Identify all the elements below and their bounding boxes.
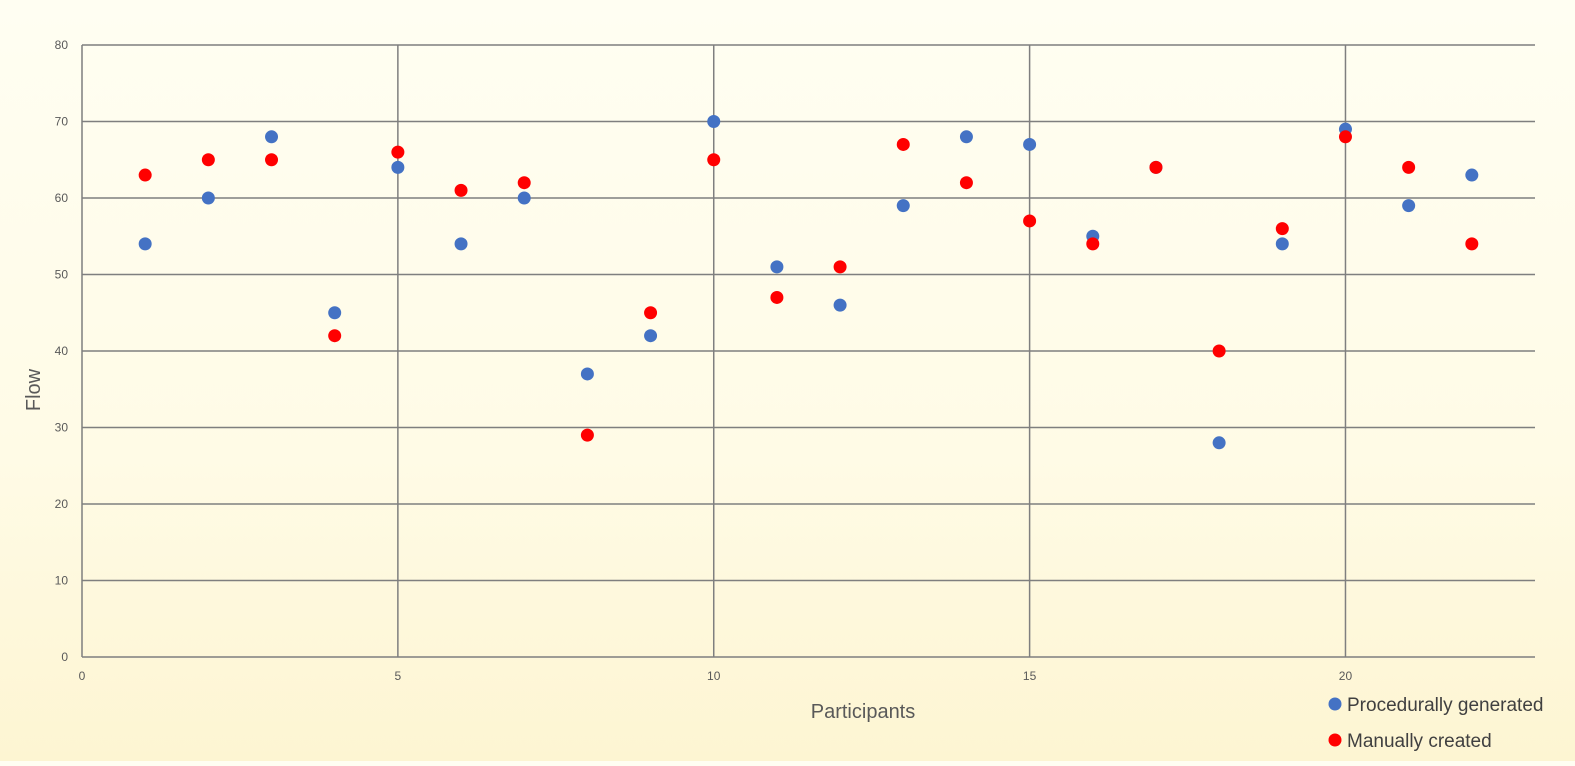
data-point xyxy=(1275,237,1289,251)
legend: Procedurally generated Manually created xyxy=(1328,695,1543,752)
data-point xyxy=(265,130,279,144)
x-tick-label: 15 xyxy=(1023,669,1037,683)
data-point xyxy=(391,160,405,174)
data-point xyxy=(1023,137,1037,151)
data-point xyxy=(1149,160,1163,174)
data-point xyxy=(1402,199,1416,213)
data-point xyxy=(454,237,468,251)
data-point xyxy=(517,176,531,190)
data-point xyxy=(517,191,531,205)
x-tick-label: 20 xyxy=(1339,669,1353,683)
legend-marker-procedurally-generated xyxy=(1328,697,1342,711)
y-tick-label: 70 xyxy=(55,115,69,129)
data-point xyxy=(201,153,215,167)
x-tick-label: 5 xyxy=(395,669,402,683)
y-tick-label: 60 xyxy=(55,191,69,205)
data-point xyxy=(896,137,910,151)
data-point xyxy=(391,145,405,159)
legend-item-procedurally-generated: Procedurally generated xyxy=(1328,695,1543,716)
y-tick-label: 50 xyxy=(55,268,69,282)
data-points xyxy=(138,115,1479,450)
x-tick-label: 0 xyxy=(79,669,86,683)
y-tick-label: 20 xyxy=(55,497,69,511)
legend-label-procedurally-generated: Procedurally generated xyxy=(1347,695,1543,716)
data-point xyxy=(644,329,658,343)
data-point xyxy=(580,428,594,442)
data-point xyxy=(138,237,152,251)
data-point xyxy=(1465,237,1479,251)
legend-item-manually-created: Manually created xyxy=(1328,731,1492,752)
data-point xyxy=(138,168,152,182)
y-tick-label: 10 xyxy=(55,574,69,588)
data-point xyxy=(201,191,215,205)
data-point xyxy=(770,260,784,274)
data-point xyxy=(1023,214,1037,228)
grid-lines xyxy=(81,44,1535,658)
y-tick-label: 40 xyxy=(55,344,69,358)
legend-label-manually-created: Manually created xyxy=(1347,731,1492,752)
data-point xyxy=(1402,160,1416,174)
data-point xyxy=(644,306,658,320)
series-0 xyxy=(138,115,1479,450)
data-point xyxy=(265,153,279,167)
data-point xyxy=(328,329,342,343)
data-point xyxy=(833,298,847,312)
data-point xyxy=(1212,436,1226,450)
tick-labels: 0 10 20 30 40 50 60 70 80 0 5 10 15 20 xyxy=(55,38,1353,683)
data-point xyxy=(707,115,721,128)
data-point xyxy=(1465,168,1479,182)
data-point xyxy=(454,183,468,197)
data-point xyxy=(580,367,594,381)
x-axis-title: Participants xyxy=(811,701,916,723)
data-point xyxy=(1086,237,1100,251)
data-point xyxy=(1338,130,1352,144)
y-tick-label: 80 xyxy=(55,38,69,52)
series-1 xyxy=(138,130,1479,442)
data-point xyxy=(959,130,973,144)
y-axis-title: Flow xyxy=(23,368,45,411)
data-point xyxy=(833,260,847,274)
data-point xyxy=(896,199,910,213)
y-tick-label: 0 xyxy=(61,650,68,664)
data-point xyxy=(1275,222,1289,236)
data-point xyxy=(770,290,784,304)
data-point xyxy=(1212,344,1226,358)
data-point xyxy=(328,306,342,320)
x-tick-label: 10 xyxy=(707,669,721,683)
data-point xyxy=(707,153,721,167)
y-tick-label: 30 xyxy=(55,421,69,435)
data-point xyxy=(959,176,973,190)
legend-marker-manually-created xyxy=(1328,733,1342,747)
